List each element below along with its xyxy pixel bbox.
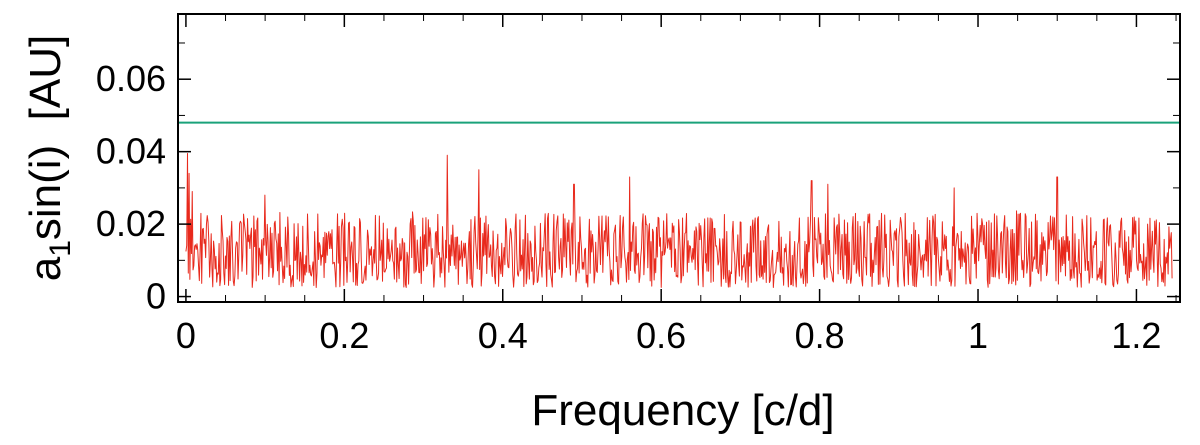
- x-tick-label: 0.4: [478, 315, 528, 356]
- x-tick-label: 0.8: [795, 315, 845, 356]
- x-tick-label: 1.2: [1111, 315, 1161, 356]
- y-axis-label-subscript: 1: [44, 240, 77, 257]
- x-tick-label: 0.6: [636, 315, 686, 356]
- y-tick-label: 0.04: [96, 131, 166, 172]
- series-layer: [178, 121, 1180, 288]
- x-tick-label: 1: [968, 315, 988, 356]
- x-axis-label: Frequency [c/d]: [531, 386, 834, 435]
- y-tick-label: 0.06: [96, 58, 166, 99]
- y-tick-label: 0: [146, 276, 166, 317]
- x-tick-label: 0: [176, 315, 196, 356]
- amplitude-spectrum-line: [185, 152, 1173, 288]
- labels-layer: 0 0.2 0.4 0.6 0.8 1 1.2 0 0.02 0.04 0.06: [96, 58, 1162, 356]
- y-tick-label: 0.02: [96, 203, 166, 244]
- ticks-layer: [178, 14, 1180, 302]
- y-axis-label: a1sin(i) [AU]: [21, 35, 77, 282]
- plot-frame: [177, 13, 1181, 303]
- x-tick-label: 0.2: [319, 315, 369, 356]
- y-axis-label-base: a: [21, 256, 70, 281]
- y-axis-label-rest: sin(i) [AU]: [21, 35, 70, 240]
